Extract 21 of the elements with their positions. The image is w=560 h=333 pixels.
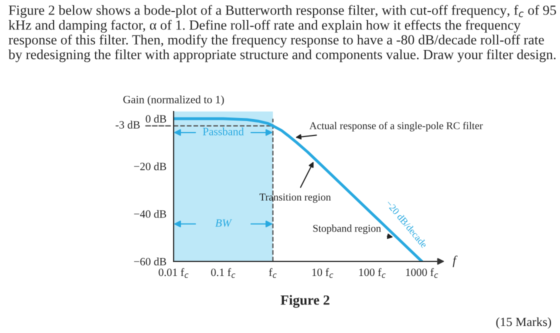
annotation: Stopband region (313, 224, 381, 234)
annotation: Passband (202, 127, 244, 136)
annotation: BW (215, 219, 232, 227)
y-tick-label: 0 dB (146, 114, 166, 123)
x-tick-label: 10 f$_{c}$ (312, 268, 334, 278)
caption: Figure 2 (280, 295, 330, 308)
x-tick-label: 1000 f$_{c}$ (406, 268, 438, 278)
y-tick-label: −20 dB (134, 162, 166, 170)
ref-line-label: -3 dB (116, 120, 140, 129)
y-tick-label: −60 dB (134, 258, 166, 266)
annotation: Transition region (259, 194, 331, 203)
x-tick-label: 100 f$_{c}$ (359, 268, 386, 278)
x-tick-label: f$_{c}$ (269, 268, 277, 278)
x-tick-label: 0.1 f$_{c}$ (211, 268, 236, 278)
y-tick-label: −40 dB (134, 210, 166, 218)
chart-title: Figure 2 below shows a bode-plot of a Butterworth response filter, with cut-off frequency, f$_{c}$ of 95 kHz and damping factor, α of 1. Define roll-off rate and explain how it effects the frequency response of this filter. Then, modify the frequency response to have a -80 dB/decade roll-off rate by redesigning the filter with appropriate structure and components value. Draw your filter design. (8, 4, 556, 62)
text: (15 Marks) (496, 317, 552, 329)
x-axis-title: f (452, 256, 458, 268)
annotation: Actual response of a single-pole RC filter (309, 122, 483, 132)
x-tick-label: 0.01 f$_{c}$ (158, 268, 188, 278)
y-axis-title: Gain (normalized to 1) (123, 95, 224, 106)
